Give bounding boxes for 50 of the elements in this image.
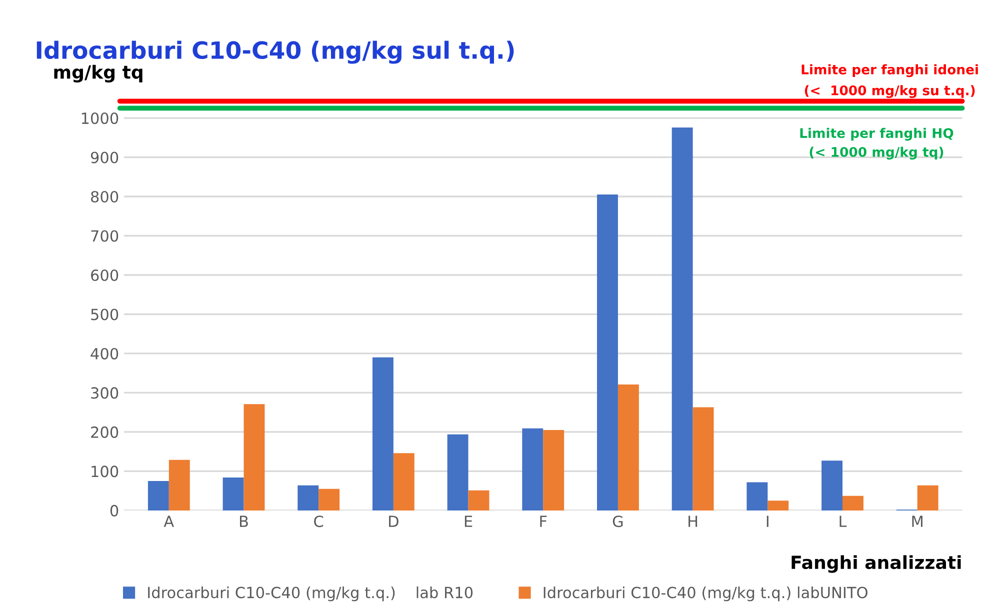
x-tick-label: A: [164, 516, 174, 527]
y-tick-label: 800: [91, 190, 118, 203]
y-axis-title: mg/kg tq: [54, 64, 142, 82]
bar: [746, 482, 768, 510]
bar: [447, 434, 468, 510]
bar: [522, 428, 544, 510]
x-tick-label: C: [314, 516, 324, 528]
bar: [298, 485, 319, 510]
y-tick-label: 600: [91, 269, 118, 282]
bar: [468, 490, 490, 510]
bar: [318, 488, 340, 510]
x-axis-title: Fanghi analizzati: [792, 555, 961, 573]
y-tick-label: 100: [92, 466, 118, 478]
legend-label: Idrocarburi C10-C40 (mg/kg t.q.) lab R10: [148, 586, 473, 602]
bar: [393, 453, 414, 510]
chart-title: Idrocarburi C10-C40 (mg/kg sul t.q.): [36, 40, 514, 64]
y-tick-label: 1000: [82, 112, 118, 124]
bar: [372, 357, 394, 510]
bar: [672, 127, 693, 510]
x-tick-label: H: [688, 516, 698, 527]
bar: [597, 194, 618, 510]
bar: [768, 500, 789, 510]
bar: [822, 460, 842, 510]
x-tick-label: G: [612, 516, 623, 528]
x-tick-label: F: [540, 516, 547, 527]
bar: [618, 384, 639, 510]
y-tick-label: 900: [90, 152, 118, 164]
x-tick-label: L: [840, 516, 847, 527]
x-tick-label: D: [389, 516, 398, 527]
y-tick-label: 700: [91, 230, 118, 242]
y-tick-label: 500: [91, 308, 118, 320]
bar: [168, 460, 190, 510]
bar: [917, 485, 938, 510]
x-tick-label: I: [766, 516, 768, 527]
bar: [244, 404, 265, 510]
x-tick-label: B: [240, 516, 248, 527]
y-tick-label: 300: [91, 387, 118, 399]
bar: [842, 496, 864, 510]
legend-label: Idrocarburi C10-C40 (mg/kg t.q.) labUNITO: [544, 586, 868, 602]
y-tick-label: 200: [91, 426, 118, 438]
y-tick-label: 0: [110, 504, 118, 516]
ref-line-label: Limite per fanghi HQ (< 1000 mg/kg tq): [800, 128, 954, 160]
x-tick-label: E: [464, 516, 472, 527]
y-tick-label: 400: [90, 348, 118, 360]
bar: [222, 477, 244, 510]
bar: [543, 430, 564, 510]
x-tick-label: M: [912, 516, 922, 527]
bar: [148, 481, 169, 510]
bar: [692, 407, 714, 510]
ref-line-label: Limite per fanghi idonei (< 1000 mg/kg su t.q.): [802, 64, 978, 98]
